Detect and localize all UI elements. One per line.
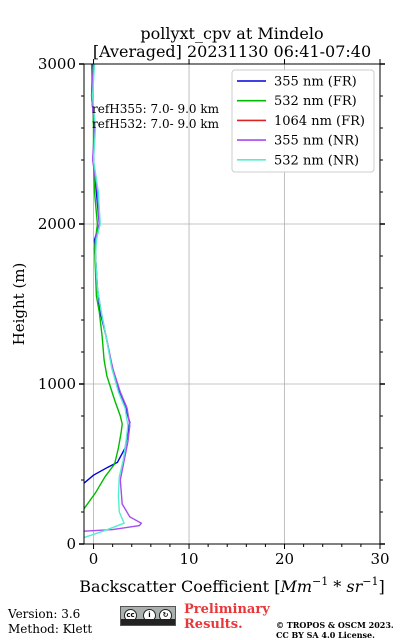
x-tick-label: 30: [370, 550, 389, 568]
copyright-line2: CC BY SA 4.0 License.: [276, 630, 375, 640]
legend-box: [231, 69, 375, 173]
x-axis-label-close: ]: [378, 577, 384, 596]
footer-info: Version: 3.6 Method: Klett: [8, 607, 92, 637]
x-tick-label: 10: [179, 550, 198, 568]
preliminary-line1: Preliminary: [184, 602, 270, 617]
chart-title: pollyxt_cpv at Mindelo: [140, 24, 323, 43]
annotation-refh532: refH532: 7.0- 9.0 km: [92, 117, 220, 131]
creative-commons-icon: cc i ↻: [120, 606, 176, 626]
method-text: Method: Klett: [8, 622, 93, 636]
plot-area-frame: [83, 63, 381, 545]
preliminary-line2: Results.: [184, 617, 243, 632]
chart-subtitle: [Averaged] 20231130 06:41-07:40: [93, 42, 371, 61]
x-axis-label-mid: *: [328, 577, 346, 596]
legend: 355 nm (FR) 532 nm (FR) 1064 nm (FR) 355 nm…: [231, 69, 375, 173]
y-axis-label: Height (m): [10, 263, 28, 346]
x-axis-label-exp1: −1: [312, 575, 328, 588]
x-axis-label-exp2: −1: [362, 575, 378, 588]
y-tick-labels: 0 1000 2000 3000: [38, 55, 76, 553]
legend-label-3: 355 nm (NR): [274, 134, 359, 149]
y-tick-label: 1000: [38, 375, 76, 393]
x-axis-label-text: Backscatter Coefficient [: [79, 577, 280, 596]
copyright-note: © TROPOS & OSCM 2023. CC BY SA 4.0 Licen…: [276, 620, 394, 640]
series-line-4: [83, 63, 129, 539]
x-axis-label-unit: Mm: [279, 577, 312, 596]
legend-label-1: 532 nm (FR): [274, 94, 357, 109]
preliminary-results-note: Preliminary Results.: [184, 602, 270, 632]
x-tick-label: 20: [275, 550, 294, 568]
series-lines: [83, 63, 143, 539]
x-axis-label: Backscatter Coefficient [Mm−1 * sr−1]: [79, 575, 384, 596]
y-tick-label: 3000: [38, 55, 76, 73]
y-tick-label: 0: [66, 535, 76, 553]
license-strip: [121, 619, 175, 625]
backscatter-chart: pollyxt_cpv at Mindelo [Averaged] 202311…: [10, 24, 390, 596]
x-axis-label-unit2: sr: [346, 577, 363, 596]
legend-label-0: 355 nm (FR): [274, 75, 357, 90]
series-line-1: [83, 63, 123, 510]
legend-label-2: 1064 nm (FR): [274, 114, 365, 129]
x-tick-labels: 0 10 20 30: [89, 550, 390, 568]
copyright-line1: © TROPOS & OSCM 2023.: [276, 620, 394, 630]
annotation-refh355: refH355: 7.0- 9.0 km: [92, 102, 220, 116]
y-tick-label: 2000: [38, 215, 76, 233]
series-line-3: [83, 63, 143, 532]
legend-label-4: 532 nm (NR): [274, 153, 359, 168]
axis-ticks: [79, 59, 385, 549]
version-text: Version: 3.6: [8, 607, 81, 621]
x-tick-label: 0: [89, 550, 99, 568]
